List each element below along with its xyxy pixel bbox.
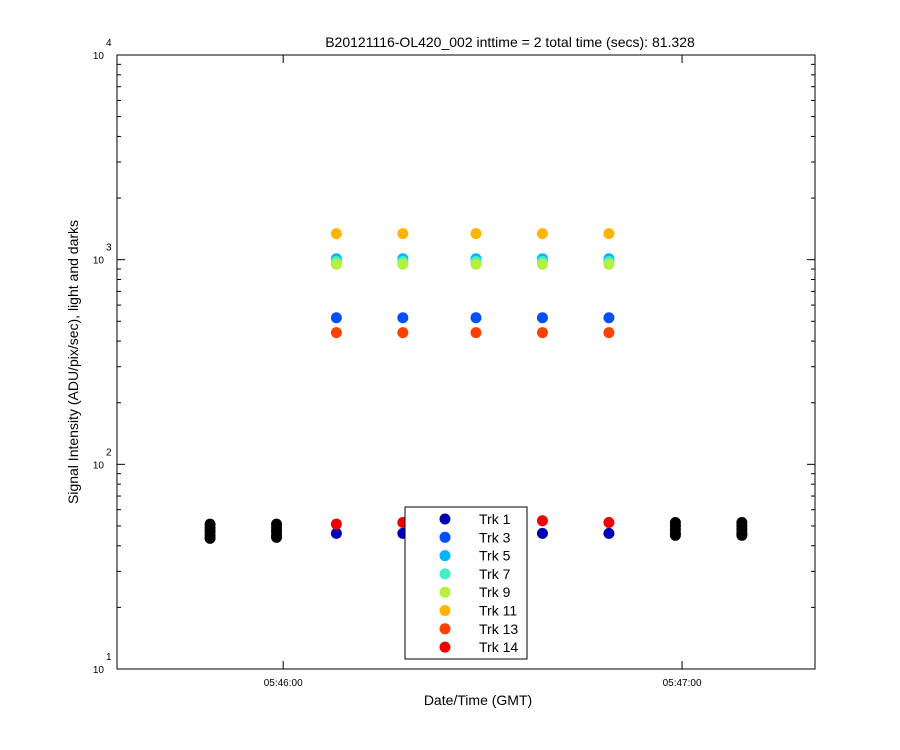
legend-marker [439,586,451,598]
data-point [536,228,548,240]
data-point [397,228,409,240]
data-point [330,518,342,530]
y-tick-exponent: 3 [106,243,112,254]
data-point [330,258,342,270]
legend-label: Trk 13 [479,621,518,637]
legend: Trk 1 Trk 3 Trk 5 Trk 7 Trk 9 Trk 11 Trk 13 Trk… [404,506,528,660]
legend-marker [439,605,451,616]
data-point [536,515,548,527]
data-point [536,327,548,339]
legend-marker [439,513,451,525]
legend-label: Trk 3 [479,529,511,545]
data-point [397,327,409,339]
y-tick-exponent: 4 [106,38,112,49]
legend-label: Trk 14 [479,639,518,655]
data-point [470,258,482,270]
y-tick-label: 10 [93,665,105,676]
x-axis-ticks: 05:46:00 05:47:00 [264,55,702,689]
data-point [397,312,409,324]
data-point [603,527,615,539]
y-tick-exponent: 2 [106,447,112,458]
legend-marker [439,568,451,580]
data-point [536,312,548,324]
legend-marker [439,550,451,562]
data-point [603,228,615,240]
data-point [204,532,216,544]
y-tick-label: 10 [93,51,105,62]
data-point [470,327,482,339]
y-tick-label: 10 [93,256,105,267]
data-point [397,258,409,270]
data-point [669,529,681,541]
legend-marker [439,641,451,653]
data-point [470,312,482,324]
data-points [204,228,748,544]
data-point [603,312,615,324]
data-point [330,312,342,324]
x-tick-label: 05:47:00 [663,678,702,689]
legend-marker [439,531,451,543]
data-point [330,327,342,339]
chart-title: B20121116-OL420_002 inttime = 2 total ti… [325,34,695,50]
data-point [330,228,342,240]
data-point [470,228,482,240]
data-point [330,527,342,539]
legend-box [404,506,528,660]
legend-label: Trk 7 [479,566,511,582]
legend-marker [439,623,451,635]
legend-label: Trk 9 [479,584,511,600]
legend-label: Trk 1 [479,511,511,527]
y-tick-label: 10 [93,460,105,471]
data-point [271,531,283,543]
data-point [536,258,548,270]
x-axis-label: Date/Time (GMT) [424,692,532,708]
data-point [603,327,615,339]
data-point [603,516,615,528]
data-point [603,258,615,270]
y-axis-label: Signal Intensity (ADU/pix/sec), light an… [65,220,81,504]
data-point [736,529,748,541]
x-tick-label: 05:46:00 [264,678,303,689]
legend-label: Trk 11 [479,603,517,619]
y-tick-exponent: 1 [106,652,112,663]
data-point [536,527,548,539]
legend-label: Trk 5 [479,548,511,564]
